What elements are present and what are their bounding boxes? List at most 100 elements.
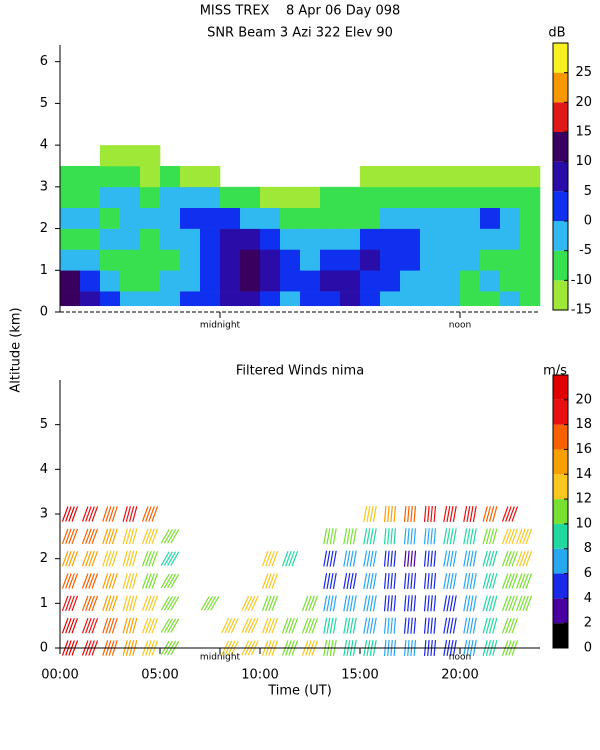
heatmap-cell xyxy=(260,249,281,271)
heatmap-cell xyxy=(140,249,161,271)
heatmap-cell xyxy=(220,270,241,292)
colorbar-segment xyxy=(553,449,568,475)
barb-stroke xyxy=(393,595,397,612)
barb-stroke xyxy=(446,595,451,612)
barb-stroke xyxy=(163,573,173,589)
wind-barb xyxy=(122,617,138,634)
barb-stroke xyxy=(343,528,348,545)
wind-barb xyxy=(463,595,477,612)
y-tick-label: 4 xyxy=(40,138,48,153)
heatmap-cell xyxy=(200,165,221,188)
barb-stroke xyxy=(423,550,427,567)
barb-stroke xyxy=(332,617,337,634)
barb-stroke xyxy=(485,573,492,589)
barb-stroke xyxy=(505,573,512,589)
wind-barb xyxy=(501,550,519,567)
heatmap-cell xyxy=(440,207,461,229)
barb-stroke xyxy=(446,573,451,589)
barb-stroke xyxy=(372,595,377,612)
wind-barb xyxy=(221,618,239,634)
barb-stroke xyxy=(68,528,75,545)
barb-stroke xyxy=(329,595,334,612)
barb-stroke xyxy=(261,595,269,612)
barb-stroke xyxy=(132,617,138,634)
barb-stroke xyxy=(128,595,135,612)
wind-barb xyxy=(501,595,519,612)
wind-barb xyxy=(463,573,477,589)
heatmap-cell xyxy=(100,165,121,188)
barb-stroke xyxy=(519,550,526,567)
wind-barb xyxy=(61,573,79,589)
barb-stroke xyxy=(122,506,128,522)
wind-barb xyxy=(423,572,437,590)
wind-barb xyxy=(61,528,79,545)
colorbar-tick-label: 4 xyxy=(584,591,592,606)
barb-stroke xyxy=(91,550,99,567)
chart-title: MISS TREX 8 Apr 06 Day 098 xyxy=(200,4,401,19)
barb-stroke xyxy=(151,573,159,589)
barb-stroke xyxy=(81,506,89,522)
heatmap-cell xyxy=(160,249,181,271)
wind-barb xyxy=(501,506,519,522)
barb-stroke xyxy=(85,595,92,612)
barb-stroke xyxy=(511,595,519,612)
heatmap-cell xyxy=(340,186,361,209)
barb-stroke xyxy=(485,506,492,522)
wind-barb xyxy=(501,617,519,634)
heatmap-cell xyxy=(280,228,301,250)
barb-stroke xyxy=(148,573,155,589)
barb-stroke xyxy=(413,617,417,634)
barb-stroke xyxy=(128,573,135,589)
barb-stroke xyxy=(463,617,468,634)
barb-stroke xyxy=(85,550,92,567)
heatmap-cell xyxy=(520,291,541,307)
barb-stroke xyxy=(91,506,99,522)
barb-stroke xyxy=(102,550,109,567)
colorbar-segment xyxy=(553,72,568,103)
barb-stroke xyxy=(326,528,331,545)
heatmap-cell xyxy=(220,228,241,250)
heatmap-cell xyxy=(400,228,421,250)
barb-stroke xyxy=(349,550,354,567)
barb-stroke xyxy=(403,528,407,545)
barb-stroke xyxy=(346,550,351,567)
barb-stroke xyxy=(369,595,374,612)
y-tick-label: 3 xyxy=(40,179,48,194)
barb-stroke xyxy=(443,550,448,567)
colorbar-tick-label: 5 xyxy=(584,184,592,199)
barb-stroke xyxy=(446,506,451,522)
colorbar-tick-label: 14 xyxy=(575,467,592,482)
heatmap-cell xyxy=(260,228,281,250)
barb-stroke xyxy=(227,618,236,634)
barb-stroke xyxy=(105,573,112,589)
x-axis-label: Time (UT) xyxy=(267,684,332,699)
colorbar-tick-label: 18 xyxy=(575,417,592,432)
barb-stroke xyxy=(387,528,390,545)
panel-title: Filtered Winds nima xyxy=(236,364,364,379)
heatmap-cell xyxy=(460,165,481,188)
wind-barb xyxy=(443,528,457,545)
barb-stroke xyxy=(501,617,509,634)
heatmap-cell xyxy=(440,228,461,250)
heatmap-cell xyxy=(380,186,401,209)
barb-stroke xyxy=(469,617,474,634)
barb-stroke xyxy=(446,617,451,634)
barb-stroke xyxy=(122,528,128,545)
heatmap-cell xyxy=(240,270,261,292)
heatmap-cell xyxy=(80,207,101,229)
barb-stroke xyxy=(108,506,115,522)
colorbar-tick-label: 16 xyxy=(575,442,592,457)
heatmap-cell xyxy=(500,270,521,292)
barb-stroke xyxy=(102,506,109,522)
barb-stroke xyxy=(363,550,368,567)
barb-stroke xyxy=(108,573,115,589)
heatmap-cell xyxy=(120,145,141,167)
barb-stroke xyxy=(247,595,256,611)
barb-stroke xyxy=(261,617,269,634)
heatmap-cell xyxy=(320,270,341,292)
barb-stroke xyxy=(469,528,474,545)
wind-barb xyxy=(200,596,220,611)
barb-stroke xyxy=(410,505,413,523)
colorbar-segment xyxy=(553,474,568,500)
